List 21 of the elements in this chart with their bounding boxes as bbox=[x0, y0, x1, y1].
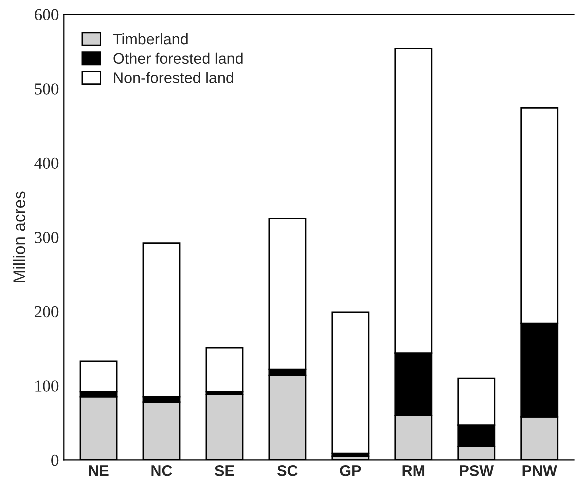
x-tick-label: PSW bbox=[460, 465, 494, 476]
bar bbox=[206, 347, 244, 393]
legend-label: Timberland bbox=[113, 33, 188, 45]
x-tick-label: PNW bbox=[522, 466, 558, 476]
y-tick-label: 100 bbox=[36, 380, 59, 392]
y-tick-label: 200 bbox=[35, 306, 59, 318]
y-tick-label: 600 bbox=[34, 9, 59, 21]
y-tick-label: 300 bbox=[35, 232, 59, 244]
x-tick-label: GP bbox=[340, 465, 362, 476]
x-tick-label: SC bbox=[278, 465, 298, 476]
y-tick-label: 400 bbox=[34, 158, 59, 170]
x-tick-label: NC bbox=[152, 465, 172, 476]
legend-label: Non-forested land bbox=[114, 72, 234, 84]
y-tick-label: 0 bbox=[52, 454, 59, 466]
x-tick-label: RM bbox=[402, 466, 425, 476]
bar bbox=[332, 312, 370, 454]
x-tick-label: NE bbox=[89, 466, 109, 476]
x-tick-label: SE bbox=[214, 465, 234, 476]
legend-label: Other forested land bbox=[114, 52, 243, 64]
y-tick-label: 500 bbox=[35, 84, 59, 95]
y-axis-title: Million acres bbox=[13, 192, 26, 282]
